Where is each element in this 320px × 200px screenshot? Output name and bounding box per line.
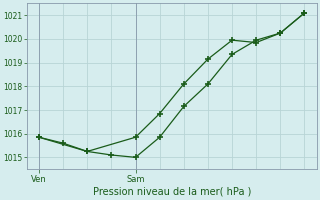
X-axis label: Pression niveau de la mer( hPa ): Pression niveau de la mer( hPa ) (92, 187, 251, 197)
